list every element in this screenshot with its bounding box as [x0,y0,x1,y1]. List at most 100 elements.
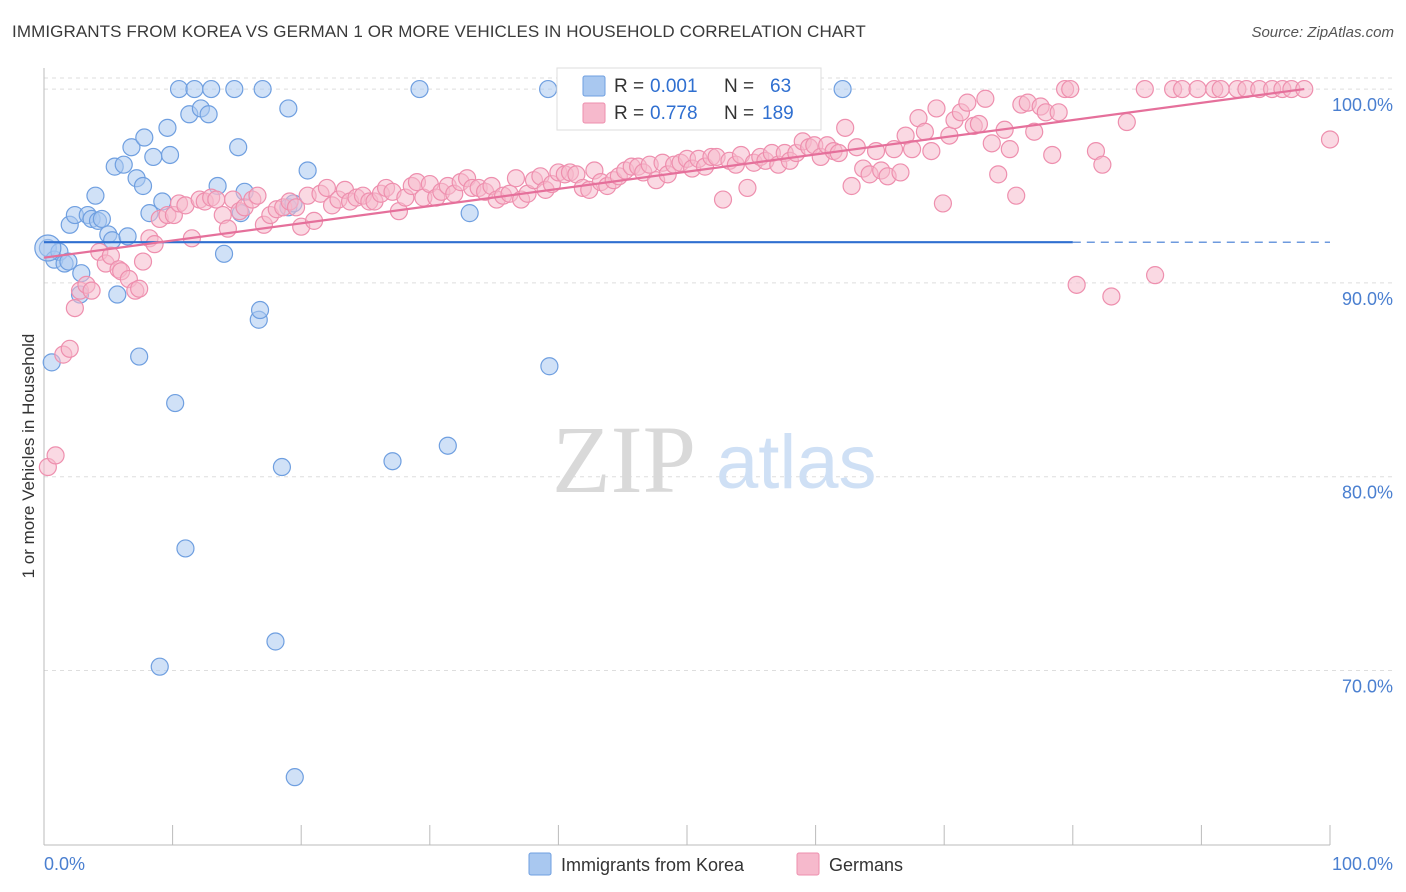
data-point-germans [922,141,941,161]
data-point-germans [65,298,84,318]
data-point-korea [160,145,180,165]
data-point-germans [927,99,946,118]
data-point-germans [1000,140,1019,159]
data-point-germans [976,89,995,108]
legend-n-label-korea: N = [724,76,754,97]
data-point-germans [1102,287,1121,306]
bottom-legend-swatch-korea [528,852,552,876]
data-point-germans [317,178,337,198]
data-point-korea [150,657,169,676]
axes [43,68,1331,846]
legend-n-value-germans: 189 [762,103,794,124]
data-point-korea [122,138,141,157]
data-point-korea [285,768,304,787]
data-point-korea [108,285,127,304]
data-point-korea [158,118,177,137]
data-point-korea [92,209,111,229]
bottom-legend-germans: Germans [829,855,903,875]
data-point-germans [1135,79,1154,99]
legend-r-value-korea: 0.001 [650,76,698,97]
data-point-germans [933,194,953,213]
series-germans [38,79,1340,477]
y-tick-label: 80.0% [1342,483,1393,503]
data-point-germans [60,339,79,358]
data-point-korea [539,79,558,99]
data-point-korea [214,244,234,263]
data-point-korea [833,79,852,99]
data-point-germans [1320,130,1340,149]
data-point-germans [46,446,65,465]
bottom-legend-swatch-germans [796,852,820,876]
data-point-germans [1146,266,1165,285]
data-point-korea [410,79,429,99]
data-point-germans [738,178,757,198]
data-point-germans [958,93,977,112]
data-point-korea [266,632,285,651]
data-point-germans [82,281,101,300]
bottom-legend-korea: Immigrants from Korea [561,855,745,875]
data-point-germans [248,186,267,205]
data-point-korea [59,252,78,271]
data-point-germans [1173,79,1192,99]
inset-legend: R = 0.001 N = 63 R = 0.778 N = 189 [556,67,822,131]
data-point-germans [130,279,149,298]
data-point-germans [207,190,226,209]
data-point-korea [229,138,248,157]
data-point-germans [1025,122,1044,141]
bottom-legend: Immigrants from Korea Germans [528,852,903,876]
y-tick-labels: 70.0% 80.0% 90.0% 100.0% [1332,95,1393,696]
watermark-atlas: atlas [716,420,877,505]
data-point-korea [272,457,292,477]
data-point-germans [982,134,1001,153]
data-point-germans [969,114,989,134]
data-point-korea [250,300,270,320]
data-point-korea [135,128,154,147]
legend-r-label-korea: R = [614,76,644,97]
data-point-germans [1061,79,1080,99]
data-point-korea [176,539,195,558]
data-point-korea [133,176,153,196]
legend-r-value-germans: 0.778 [650,103,698,124]
data-point-korea [185,79,204,99]
data-point-germans [891,163,910,182]
data-point-germans [842,176,861,196]
data-point-germans [101,246,120,265]
data-point-korea [298,161,317,180]
data-point-germans [1211,79,1230,99]
data-point-germans [1188,79,1207,99]
data-point-germans [506,169,526,188]
x-tick-label: 100.0% [1332,854,1393,874]
data-point-germans [1049,103,1068,122]
data-point-korea [169,79,189,99]
data-point-germans [133,252,153,271]
data-point-korea [86,186,105,205]
legend-n-label-germans: N = [724,103,754,124]
y-tick-label: 100.0% [1332,95,1393,115]
data-point-germans [1043,145,1062,165]
data-point-germans [713,190,733,209]
y-tick-label: 90.0% [1342,289,1393,309]
x-tick-labels: 0.0% 100.0% [44,854,1393,874]
trend-lines [43,87,1330,259]
data-point-korea [130,347,149,366]
data-point-germans [836,118,855,137]
data-point-korea [540,357,559,376]
chart-title: IMMIGRANTS FROM KOREA VS GERMAN 1 OR MOR… [12,22,866,41]
legend-r-label-germans: R = [614,103,644,124]
data-point-germans [915,122,935,141]
legend-swatch-korea [582,75,606,97]
source-label: Source: ZipAtlas.com [1251,24,1394,41]
data-point-korea [253,79,272,99]
watermark-zip: ZIP [552,406,696,513]
data-point-germans [286,198,306,217]
trend-line-germans [43,87,1305,259]
x-tick-label: 0.0% [44,854,85,874]
data-point-germans [1093,155,1112,174]
data-point-korea [279,99,298,118]
data-point-germans [1117,112,1136,132]
data-point-germans [1007,186,1026,205]
y-axis-label: 1 or more Vehicles in Household [19,334,38,579]
data-point-korea [166,393,185,413]
data-point-korea [114,155,133,174]
